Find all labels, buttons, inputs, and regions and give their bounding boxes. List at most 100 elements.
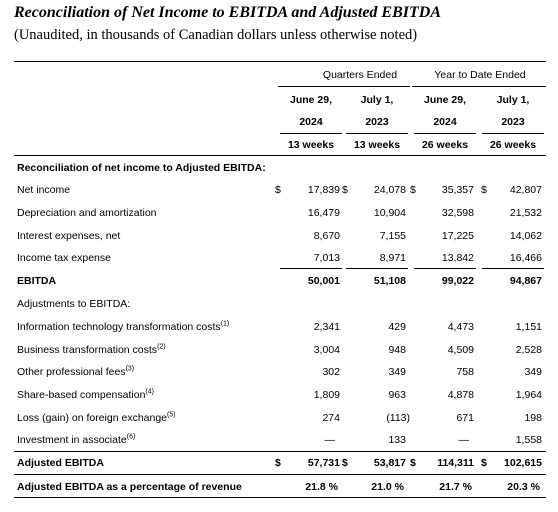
row-label-share-based: Share-based compensation(4)	[17, 388, 154, 402]
currency-symbol: $	[342, 184, 348, 196]
business-transformation-col4: 2,528	[515, 344, 542, 356]
associate-col3: —	[458, 434, 470, 446]
footnote-marker: (5)	[167, 411, 176, 419]
adjusted-ebitda-col3: 114,311	[437, 457, 474, 469]
section-reconciliation: Reconciliation of net income to Adjusted…	[17, 162, 266, 174]
interest-col1: 8,670	[313, 230, 340, 242]
associate-col2: 133	[388, 434, 406, 446]
income-tax-col4: 16,466	[509, 252, 542, 264]
ebitda-col3: 99,022	[441, 275, 474, 287]
interest-col3: 17,225	[441, 230, 474, 242]
professional-fees-col3: 758	[456, 366, 474, 378]
adjusted-margin-col4: 20.3 %	[507, 481, 540, 493]
col4-year-rule	[482, 133, 544, 134]
interest-col4: 14,062	[509, 230, 542, 242]
it-transformation-col3: 4,473	[447, 321, 474, 333]
fx-loss-col3: 671	[456, 412, 474, 424]
footnote-marker: (1)	[220, 320, 230, 328]
row-label-interest: Interest expenses, net	[17, 230, 121, 242]
ebitda-rule-col2	[346, 268, 408, 269]
fx-loss-col2: (113)	[386, 412, 410, 424]
adjusted-margin-col1: 21.8 %	[305, 481, 338, 493]
ebitda-col1: 50,001	[307, 275, 340, 287]
adjusted-ebitda-bottom-rule	[14, 474, 546, 475]
net-income-col3: 35,357	[441, 184, 474, 196]
interest-col2: 7,155	[379, 230, 406, 242]
associate-col4: 1,558	[515, 434, 542, 446]
currency-symbol: $	[342, 457, 348, 469]
col1-period: 13 weeks	[287, 139, 335, 151]
adjusted-margin-col2: 21.0 %	[371, 481, 404, 493]
it-transformation-col4: 1,151	[515, 321, 542, 333]
col3-date: June 29,	[423, 94, 467, 106]
share-based-col2: 963	[388, 389, 406, 401]
col1-year-rule	[280, 133, 342, 134]
col4-date: July 1,	[496, 94, 530, 106]
it-transformation-col2: 429	[388, 321, 406, 333]
currency-symbol: $	[481, 457, 487, 469]
net-income-col4: 42,807	[509, 184, 542, 196]
col2-year: 2023	[365, 116, 389, 128]
it-transformation-col1: 2,341	[313, 321, 340, 333]
fx-loss-col4: 198	[524, 412, 542, 424]
col3-year-rule	[414, 133, 476, 134]
row-label-it-transformation: Information technology transformation co…	[17, 320, 230, 334]
currency-symbol: $	[410, 184, 416, 196]
income-tax-col3: 13,842	[441, 252, 474, 264]
header-bottom-rule	[14, 155, 546, 156]
col4-period: 26 weeks	[489, 139, 537, 151]
footnote-marker: (6)	[126, 433, 136, 441]
row-label-fx-loss: Loss (gain) on foreign exchange(5)	[17, 411, 176, 425]
row-label-income-tax: Income tax expense	[17, 252, 111, 264]
business-transformation-col1: 3,004	[313, 344, 340, 356]
depreciation-col1: 16,479	[307, 207, 340, 219]
section-adjustments: Adjustments to EBITDA:	[17, 298, 131, 310]
row-label-depreciation: Depreciation and amortization	[17, 207, 157, 219]
currency-symbol: $	[410, 457, 416, 469]
professional-fees-col1: 302	[322, 366, 340, 378]
professional-fees-col4: 349	[524, 366, 542, 378]
associate-col1: —	[324, 434, 336, 446]
depreciation-col3: 32,598	[441, 207, 474, 219]
header-year-to-date: Year to Date Ended	[434, 69, 526, 81]
col3-year: 2024	[433, 116, 457, 128]
table-bottom-rule	[14, 497, 546, 498]
adjusted-ebitda-col1: 57,731	[307, 457, 340, 469]
adjusted-ebitda-col2: 53,817	[373, 457, 406, 469]
ebitda-rule-col1	[280, 268, 342, 269]
adjusted-ebitda-col4: 102,615	[504, 457, 542, 469]
col1-year: 2024	[299, 116, 323, 128]
ebitda-rule-col3	[414, 268, 476, 269]
share-based-col1: 1,809	[313, 389, 340, 401]
row-label-ebitda: EBITDA	[17, 275, 57, 287]
ebitda-col4: 94,867	[509, 275, 542, 287]
currency-symbol: $	[275, 184, 281, 196]
ebitda-rule-col4	[482, 268, 544, 269]
report-subtitle: (Unaudited, in thousands of Canadian dol…	[14, 27, 418, 43]
header-quarters-ended: Quarters Ended	[322, 69, 398, 81]
ytd-header-rule	[412, 86, 546, 87]
row-label-associate: Investment in associate(6)	[17, 433, 136, 447]
net-income-col1: 17,839	[307, 184, 340, 196]
row-label-net-income: Net income	[17, 184, 71, 196]
col2-period: 13 weeks	[353, 139, 401, 151]
depreciation-col4: 21,532	[509, 207, 542, 219]
col1-date: June 29,	[289, 94, 333, 106]
business-transformation-col2: 948	[388, 344, 406, 356]
row-label-adjusted-ebitda: Adjusted EBITDA	[17, 457, 104, 469]
ebitda-col2: 51,108	[373, 275, 406, 287]
income-tax-col1: 7,013	[313, 252, 340, 264]
net-income-col2: 24,078	[373, 184, 406, 196]
income-tax-col2: 8,971	[379, 252, 406, 264]
footnote-marker: (3)	[125, 365, 135, 373]
col3-period: 26 weeks	[421, 139, 469, 151]
footnote-marker: (4)	[145, 388, 154, 396]
business-transformation-col3: 4,509	[447, 344, 474, 356]
row-label-professional-fees: Other professional fees(3)	[17, 365, 135, 379]
currency-symbol: $	[275, 457, 281, 469]
professional-fees-col2: 349	[388, 366, 406, 378]
footnote-marker: (2)	[157, 343, 166, 351]
row-label-business-transformation: Business transformation costs(2)	[17, 343, 166, 357]
col4-year: 2023	[501, 116, 525, 128]
